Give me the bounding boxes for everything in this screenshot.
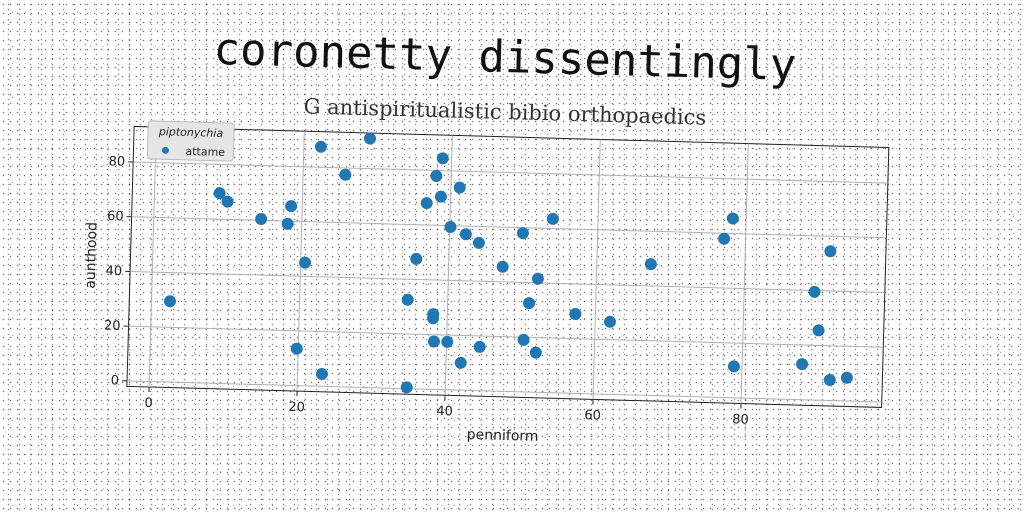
scatter-point [603,315,616,328]
scatter-point [726,212,739,225]
scatter-point [546,212,559,225]
scatter-point [517,333,530,346]
scatter-point [213,187,226,200]
scatter-point [221,195,234,208]
scatter-point [339,168,352,181]
scatter-point [444,221,457,234]
scatter-point [569,307,582,320]
y-tick-label: 20 [104,318,121,333]
y-grid-line [130,270,885,294]
legend-box [146,120,235,162]
legend-marker [161,146,169,154]
y-tick-label: 60 [107,209,124,224]
scatter-point [441,335,454,348]
y-grid-line [128,325,884,348]
y-grid-line [127,380,882,403]
scatter-point [281,217,294,230]
scatter-point [727,360,740,373]
scatter-point [823,373,836,386]
y-tick-label: 80 [108,154,125,169]
scatter-point [718,232,731,245]
y-grid-line [131,216,887,239]
grid-lines [127,127,888,404]
scatter-point [496,260,509,273]
scatter-point [315,367,328,380]
y-axis-label: aunthood [83,222,101,289]
x-tick-label: 60 [584,408,601,423]
scatter-point [454,356,467,369]
scatter-point [430,169,443,182]
legend-label: attame [185,145,225,159]
scatter-point [410,252,423,265]
x-tick-label: 40 [436,404,453,419]
x-grid-line [148,127,157,387]
y-grid-line [133,161,888,184]
data-points [163,132,853,394]
scatter-point [400,381,413,394]
scatter-point [812,324,825,337]
scatter-point [840,371,853,384]
scatter-point [644,258,657,271]
scatter-point [163,295,176,308]
scatter-point [523,297,536,310]
scatter-point [529,346,542,359]
scatter-point [796,358,809,371]
tick-labels: 0 20 40 60 80 0 20 40 60 80 [104,154,749,427]
scatter-point [472,236,485,249]
x-tick-label: 0 [144,396,153,411]
scatter-point [453,181,466,194]
x-grid-line [444,135,453,396]
scatter-point [473,340,486,353]
scatter-point [531,272,544,285]
scatter-point [314,140,327,153]
scatter-point [434,190,447,203]
scatter-point [516,227,529,240]
scatter-point [824,245,837,258]
legend: piptonychia attame [146,120,235,162]
y-tick-label: 40 [105,264,122,279]
scatter-point [459,228,472,241]
scatter-point [420,197,433,210]
legend-title: piptonychia [158,125,224,140]
y-tick-label: 0 [111,373,120,388]
x-tick-label: 80 [732,412,749,427]
scatter-point [436,152,449,165]
x-axis-label: penniform [467,427,539,445]
plot-area: 0 20 40 60 80 0 20 40 60 80 penniform aunthood pi… [83,120,890,445]
scatter-point [401,293,414,306]
scatter-point [427,312,440,325]
scatter-point [364,132,377,145]
scatter-point [808,285,821,298]
plot-frame [126,125,890,408]
x-grid-line [592,139,601,400]
scatter-point [427,335,440,348]
x-tick-label: 20 [288,400,305,415]
scatter-point [255,212,268,225]
x-grid-line [740,143,749,404]
scatter-point [299,256,312,269]
scatter-point [290,342,303,355]
scatter-point [285,200,298,213]
